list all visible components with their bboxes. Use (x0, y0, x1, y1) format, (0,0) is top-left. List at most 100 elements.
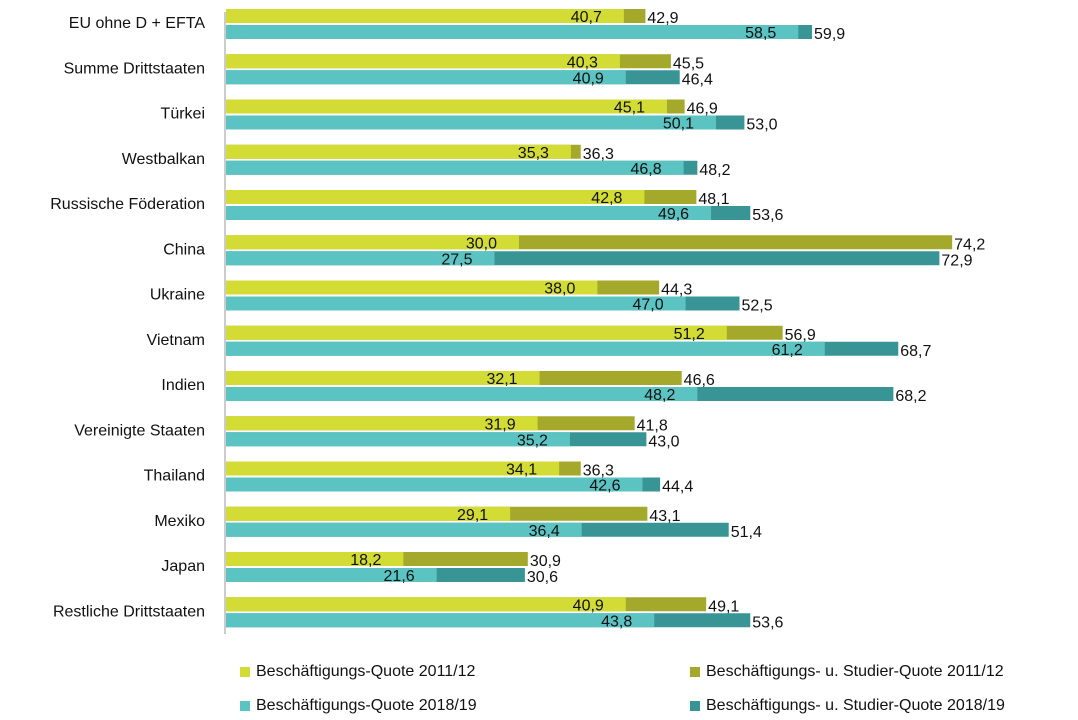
value-label: 43,0 (648, 433, 679, 450)
legend-swatch (690, 667, 700, 677)
category-label: Vietnam (147, 332, 205, 349)
value-label: 43,1 (649, 508, 680, 525)
category-label: Westbalkan (122, 151, 205, 168)
bar (226, 387, 698, 401)
value-label: 32,1 (486, 371, 517, 388)
value-label: 45,1 (614, 100, 645, 117)
category-label: EU ohne D + EFTA (69, 15, 206, 32)
category-label: China (163, 241, 205, 258)
legend-swatch (240, 701, 250, 711)
value-label: 35,2 (517, 432, 548, 449)
value-label: 44,4 (662, 479, 693, 496)
value-label: 61,2 (772, 342, 803, 359)
bar (226, 432, 570, 447)
bar (226, 70, 626, 85)
value-label: 50,1 (663, 116, 694, 133)
value-label: 38,0 (544, 281, 575, 298)
value-label: 72,9 (941, 252, 972, 269)
value-label: 53,0 (746, 117, 777, 134)
value-label: 29,1 (457, 507, 488, 524)
bar (226, 568, 437, 582)
category-label: Mexiko (154, 513, 205, 530)
legend-label: Beschäftigungs-Quote 2018/19 (256, 697, 477, 714)
value-label: 36,4 (529, 523, 560, 540)
value-label: 36,3 (583, 463, 614, 480)
bar (226, 552, 404, 566)
value-label: 68,7 (900, 343, 931, 360)
category-label: Ukraine (150, 287, 205, 304)
bar (226, 144, 571, 159)
value-label: 46,4 (682, 71, 713, 88)
bar (226, 506, 511, 521)
value-label: 42,9 (647, 10, 678, 27)
bar (226, 25, 799, 39)
category-label: Restliche Drittstaaten (53, 603, 205, 620)
value-label: 40,9 (573, 597, 604, 614)
bar (226, 99, 667, 114)
value-label: 35,3 (518, 145, 549, 162)
legend-swatch (240, 667, 250, 677)
value-label: 40,3 (567, 54, 598, 71)
bar (226, 206, 712, 220)
value-label: 42,8 (591, 190, 622, 207)
category-label: Indien (161, 377, 205, 394)
legend-label: Beschäftigungs-Quote 2011/12 (256, 663, 476, 680)
bar (226, 477, 643, 492)
value-label: 40,9 (573, 70, 604, 87)
value-label: 36,3 (583, 146, 614, 163)
category-label: Japan (161, 558, 205, 575)
value-label: 53,6 (752, 207, 783, 224)
value-label: 46,8 (630, 161, 661, 178)
value-label: 30,9 (530, 553, 561, 570)
value-label: 58,5 (745, 25, 776, 42)
bar (226, 341, 825, 356)
legend-label: Beschäftigungs- u. Studier-Quote 2011/12 (706, 663, 1004, 680)
value-label: 47,0 (632, 297, 663, 314)
value-label: 49,1 (708, 598, 739, 615)
bar (226, 190, 645, 204)
bar (226, 371, 540, 385)
bar (226, 251, 495, 266)
value-label: 49,6 (658, 206, 689, 223)
bar (226, 597, 626, 612)
bar (226, 54, 620, 69)
value-label: 45,5 (673, 55, 704, 72)
value-label: 31,9 (484, 416, 515, 433)
bar (226, 325, 727, 340)
legend-swatch (690, 701, 700, 711)
value-label: 30,6 (527, 569, 558, 586)
bar (226, 613, 655, 628)
bar (226, 9, 624, 23)
bar (226, 160, 684, 175)
value-label: 48,2 (699, 162, 730, 179)
category-label: Türkei (161, 106, 205, 123)
category-label: Vereinigte Staaten (74, 422, 205, 439)
value-label: 42,6 (589, 478, 620, 495)
value-label: 40,7 (571, 9, 602, 26)
legend-label: Beschäftigungs- u. Studier-Quote 2018/19 (706, 697, 1005, 714)
value-label: 51,2 (674, 326, 705, 343)
bar (226, 296, 686, 311)
category-label: Russische Föderation (50, 196, 205, 213)
value-label: 30,0 (466, 235, 497, 252)
value-label: 46,9 (687, 101, 718, 118)
category-label: Thailand (144, 468, 205, 485)
value-label: 48,2 (644, 387, 675, 404)
value-label: 48,1 (698, 191, 729, 208)
value-label: 44,3 (661, 282, 692, 299)
value-label: 43,8 (601, 613, 632, 630)
value-label: 52,5 (742, 298, 773, 315)
category-label: Summe Drittstaaten (64, 60, 205, 77)
value-label: 18,2 (350, 552, 381, 569)
value-label: 46,6 (684, 372, 715, 389)
bar (226, 461, 560, 476)
value-label: 56,9 (785, 327, 816, 344)
bar (226, 416, 538, 431)
bar (226, 522, 582, 537)
bar (226, 115, 716, 130)
bar (226, 235, 519, 250)
value-label: 27,5 (441, 251, 472, 268)
value-label: 53,6 (752, 614, 783, 631)
bar (226, 280, 598, 295)
value-label: 21,6 (384, 568, 415, 585)
